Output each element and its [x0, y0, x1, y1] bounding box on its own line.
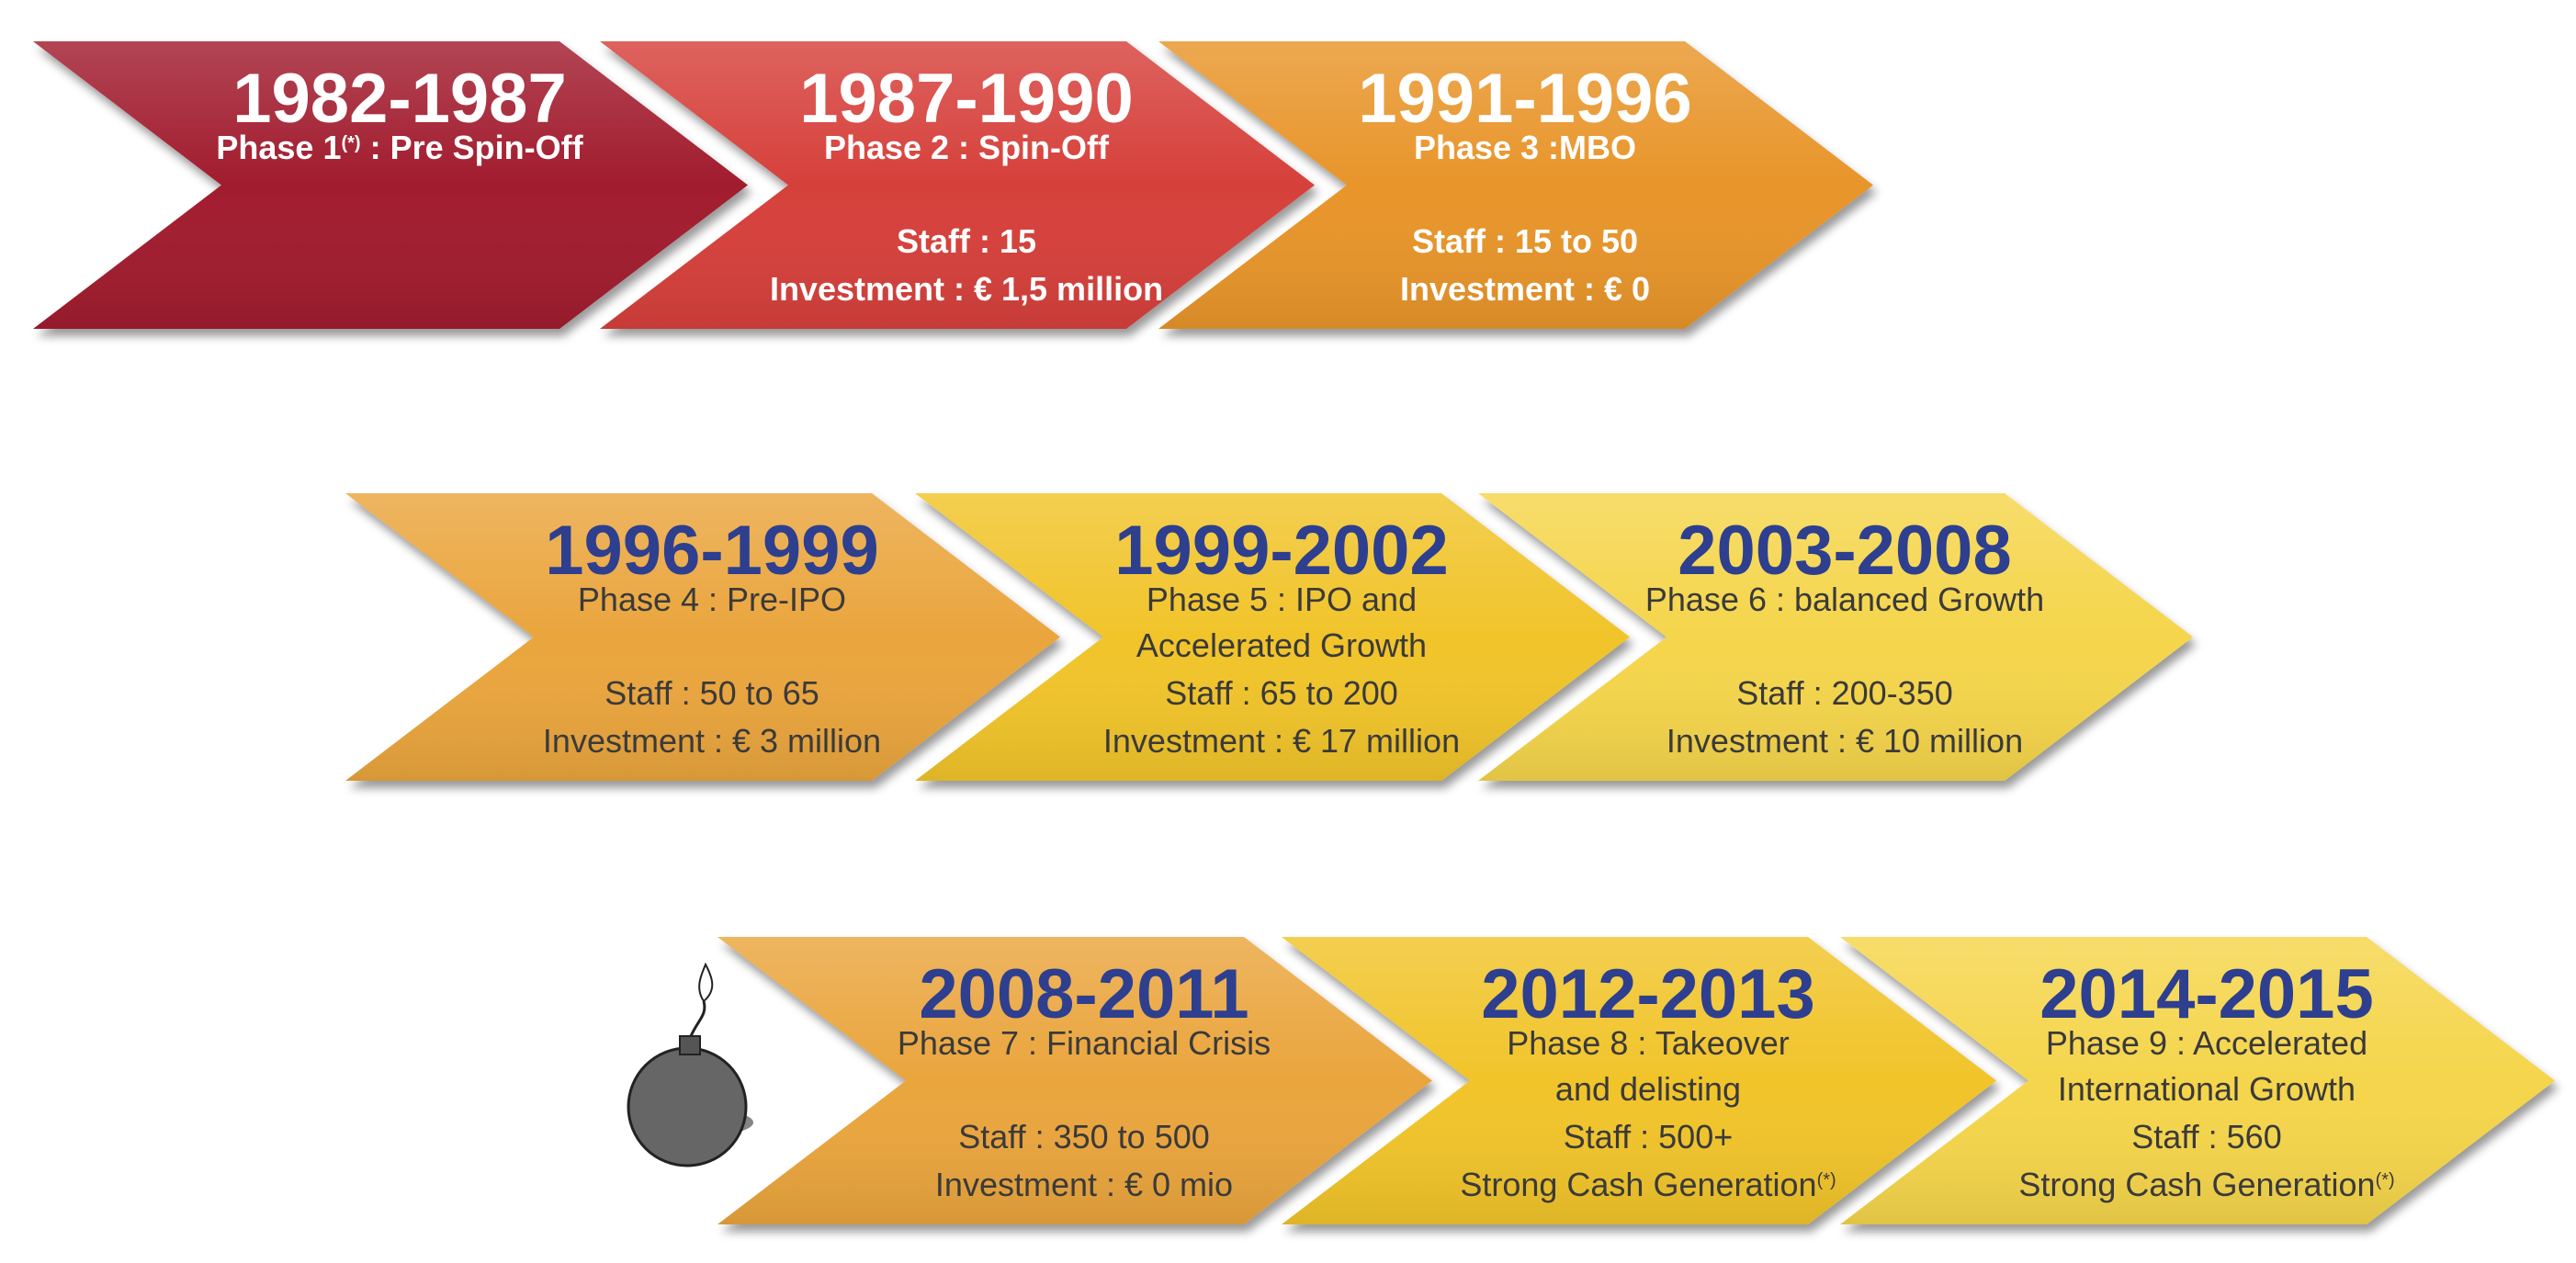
line-text: Staff : 50 to 65: [604, 674, 819, 712]
phase-years: 1999-2002: [1114, 512, 1448, 590]
footnote-marker: (*): [1817, 1170, 1836, 1190]
line-text: Phase 3 :MBO: [1414, 129, 1636, 166]
line-text: Phase 6 : balanced Growth: [1645, 581, 2044, 618]
phase-years: 2003-2008: [1678, 512, 2011, 590]
line-text: Staff : 15 to 50: [1412, 222, 1638, 260]
line-text: Staff : 560: [2131, 1118, 2281, 1156]
chevron-gloss: [1840, 937, 2555, 1224]
phase-line: Investment : € 1,5 million: [770, 270, 1163, 308]
phase-line: Accelerated Growth: [1136, 626, 1427, 664]
phase-line: Staff : 350 to 500: [958, 1118, 1210, 1156]
chevron-gloss: [1282, 937, 1996, 1224]
phase-line: Staff : 560: [2131, 1118, 2281, 1156]
line-text: Staff : 65 to 200: [1165, 674, 1398, 712]
phase-line: Staff : 50 to 65: [604, 674, 819, 712]
line-text: Investment : € 17 million: [1103, 722, 1460, 760]
chevron-gloss: [717, 937, 1432, 1224]
line-text: Investment : € 10 million: [1666, 722, 2023, 760]
chevron-gloss: [915, 493, 1630, 781]
phase-line: and delisting: [1555, 1070, 1741, 1108]
phase-line: Investment : € 17 million: [1103, 722, 1460, 760]
phase-line: Strong Cash Generation(*): [2018, 1166, 2394, 1203]
line-text: Staff : 15: [897, 222, 1036, 260]
line-text: Investment : € 3 million: [543, 722, 881, 760]
line-text: Phase 5 : IPO and: [1147, 581, 1417, 618]
phase-line: Phase 7 : Financial Crisis: [898, 1024, 1271, 1062]
chevron-gloss: [600, 41, 1315, 329]
phase-line: Phase 4 : Pre-IPO: [578, 581, 846, 618]
line-text: Phase 4 : Pre-IPO: [578, 581, 846, 618]
line-text: Accelerated Growth: [1136, 626, 1427, 664]
line-text: Staff : 350 to 500: [958, 1118, 1210, 1156]
phase-line: Phase 8 : Takeover: [1507, 1024, 1790, 1062]
phase-line: Investment : € 3 million: [543, 722, 881, 760]
line-text: Phase 7 : Financial Crisis: [898, 1024, 1271, 1062]
line-text: Phase 9 : Accelerated: [2046, 1024, 2367, 1062]
line-text: Investment : € 0: [1400, 270, 1650, 308]
phase-line: Staff : 200-350: [1736, 674, 1953, 712]
line-text: Staff : 200-350: [1736, 674, 1953, 712]
phase-years: 2012-2013: [1481, 955, 1814, 1033]
phase-line: Phase 1(*) : Pre Spin-Off: [216, 129, 583, 166]
chevron-gloss: [33, 41, 748, 329]
line-text: Phase 8 : Takeover: [1507, 1024, 1790, 1062]
phase-line: Investment : € 0 mio: [935, 1166, 1233, 1203]
line-text: Investment : € 1,5 million: [770, 270, 1163, 308]
phase-line: Phase 5 : IPO and: [1147, 581, 1417, 618]
phase-years: 1987-1990: [799, 60, 1133, 138]
chevron-gloss: [345, 493, 1060, 781]
line-text: Strong Cash Generation: [1460, 1166, 1816, 1203]
phase-line: Phase 9 : Accelerated: [2046, 1024, 2367, 1062]
line-text: Phase 1: [216, 129, 341, 166]
line-text: Staff : 500+: [1564, 1118, 1733, 1156]
phase-years: 1991-1996: [1358, 60, 1691, 138]
phase-line: Phase 3 :MBO: [1414, 129, 1636, 166]
phase-line: Staff : 15: [897, 222, 1036, 260]
line-text: Strong Cash Generation: [2018, 1166, 2375, 1203]
chevron-gloss: [1478, 493, 2193, 781]
phase-years: 1982-1987: [232, 60, 566, 138]
line-text: and delisting: [1555, 1070, 1741, 1108]
line-text: Phase 2 : Spin-Off: [824, 129, 1110, 166]
phase-line: Staff : 65 to 200: [1165, 674, 1398, 712]
chevron-gloss: [1158, 41, 1873, 329]
phase-line: Staff : 15 to 50: [1412, 222, 1638, 260]
footnote-marker: (*): [2376, 1170, 2395, 1190]
line-text: : Pre Spin-Off: [361, 129, 584, 166]
phase-line: International Growth: [2058, 1070, 2356, 1108]
phase-years: 1996-1999: [545, 512, 878, 590]
bomb-icon: [627, 962, 753, 1167]
phase-line: Phase 6 : balanced Growth: [1645, 581, 2044, 618]
line-text: Investment : € 0 mio: [935, 1166, 1233, 1203]
phase-years: 2014-2015: [2039, 955, 2373, 1033]
phase-line: Phase 2 : Spin-Off: [824, 129, 1110, 166]
phase-years: 2008-2011: [919, 955, 1248, 1033]
phase-line: Staff : 500+: [1564, 1118, 1733, 1156]
phase-line: Investment : € 10 million: [1666, 722, 2023, 760]
line-text: International Growth: [2058, 1070, 2356, 1108]
footnote-marker: (*): [341, 133, 360, 153]
phase-line: Investment : € 0: [1400, 270, 1650, 308]
phase-line: Strong Cash Generation(*): [1460, 1166, 1836, 1203]
